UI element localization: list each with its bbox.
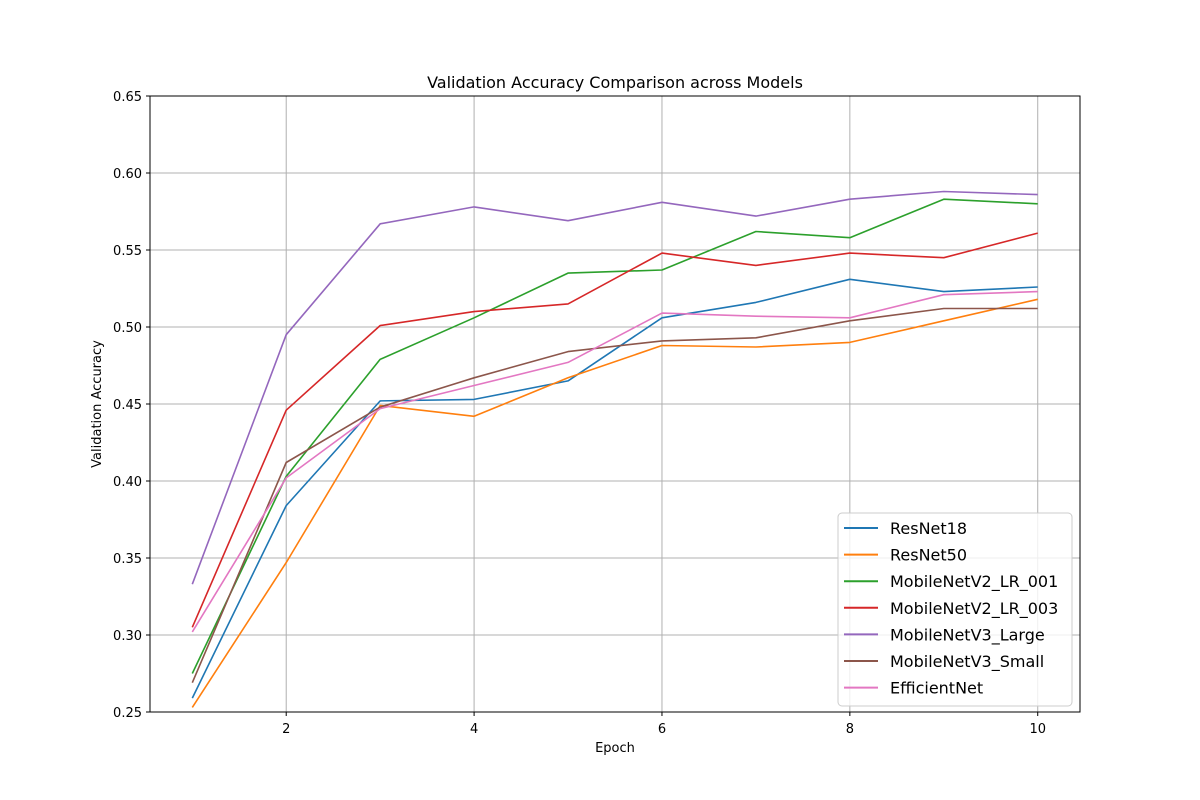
legend-entry-label: EfficientNet	[890, 679, 983, 698]
series-line-resnet18	[191, 278, 1038, 699]
legend-entry-label: MobileNetV2_LR_001	[890, 572, 1058, 592]
y-tick-label: 0.50	[113, 321, 142, 336]
legend-entry-label: MobileNetV3_Small	[890, 652, 1044, 672]
series-line-mobilenetv3-large	[191, 190, 1038, 585]
x-tick-label: 2	[282, 722, 290, 737]
series-line-resnet50	[191, 298, 1038, 708]
series-line-mobilenetv2-lr-001	[191, 198, 1038, 674]
y-tick-label: 0.30	[113, 629, 142, 644]
x-axis-ticks: 2 4 6 8 10	[282, 712, 1046, 737]
y-tick-label: 0.35	[113, 552, 142, 567]
y-axis-label: Validation Accuracy	[90, 340, 105, 468]
series-line-mobilenetv2-lr-003	[191, 232, 1038, 628]
series-line-mobilenetv3-small	[191, 307, 1038, 684]
legend-entry-label: ResNet50	[890, 546, 967, 565]
y-tick-label: 0.55	[113, 244, 142, 259]
legend-entry-label: MobileNetV2_LR_003	[890, 599, 1058, 619]
x-tick-label: 10	[1029, 722, 1046, 737]
legend-box	[837, 512, 1073, 707]
series-line-efficientnet	[191, 290, 1038, 633]
legend-entry-label: MobileNetV3_Large	[890, 625, 1045, 645]
series-lines	[191, 190, 1038, 708]
legend: ResNet18 ResNet50 MobileNetV2_LR_001 Mobile…	[837, 512, 1073, 707]
x-axis-label: Epoch	[595, 741, 635, 756]
y-tick-label: 0.45	[113, 398, 142, 413]
chart-title: Validation Accuracy Comparison across Mo…	[427, 73, 803, 92]
y-axis-ticks: 0.25 0.30 0.35 0.40 0.45 0.50 0.55 0.60 0.65	[113, 90, 150, 721]
x-tick-label: 8	[846, 722, 854, 737]
x-tick-label: 6	[658, 722, 666, 737]
y-tick-label: 0.40	[113, 475, 142, 490]
y-tick-label: 0.60	[113, 167, 142, 182]
legend-entry-label: ResNet18	[890, 519, 967, 538]
y-tick-label: 0.65	[113, 90, 142, 105]
y-tick-label: 0.25	[113, 706, 142, 721]
x-tick-label: 4	[470, 722, 478, 737]
